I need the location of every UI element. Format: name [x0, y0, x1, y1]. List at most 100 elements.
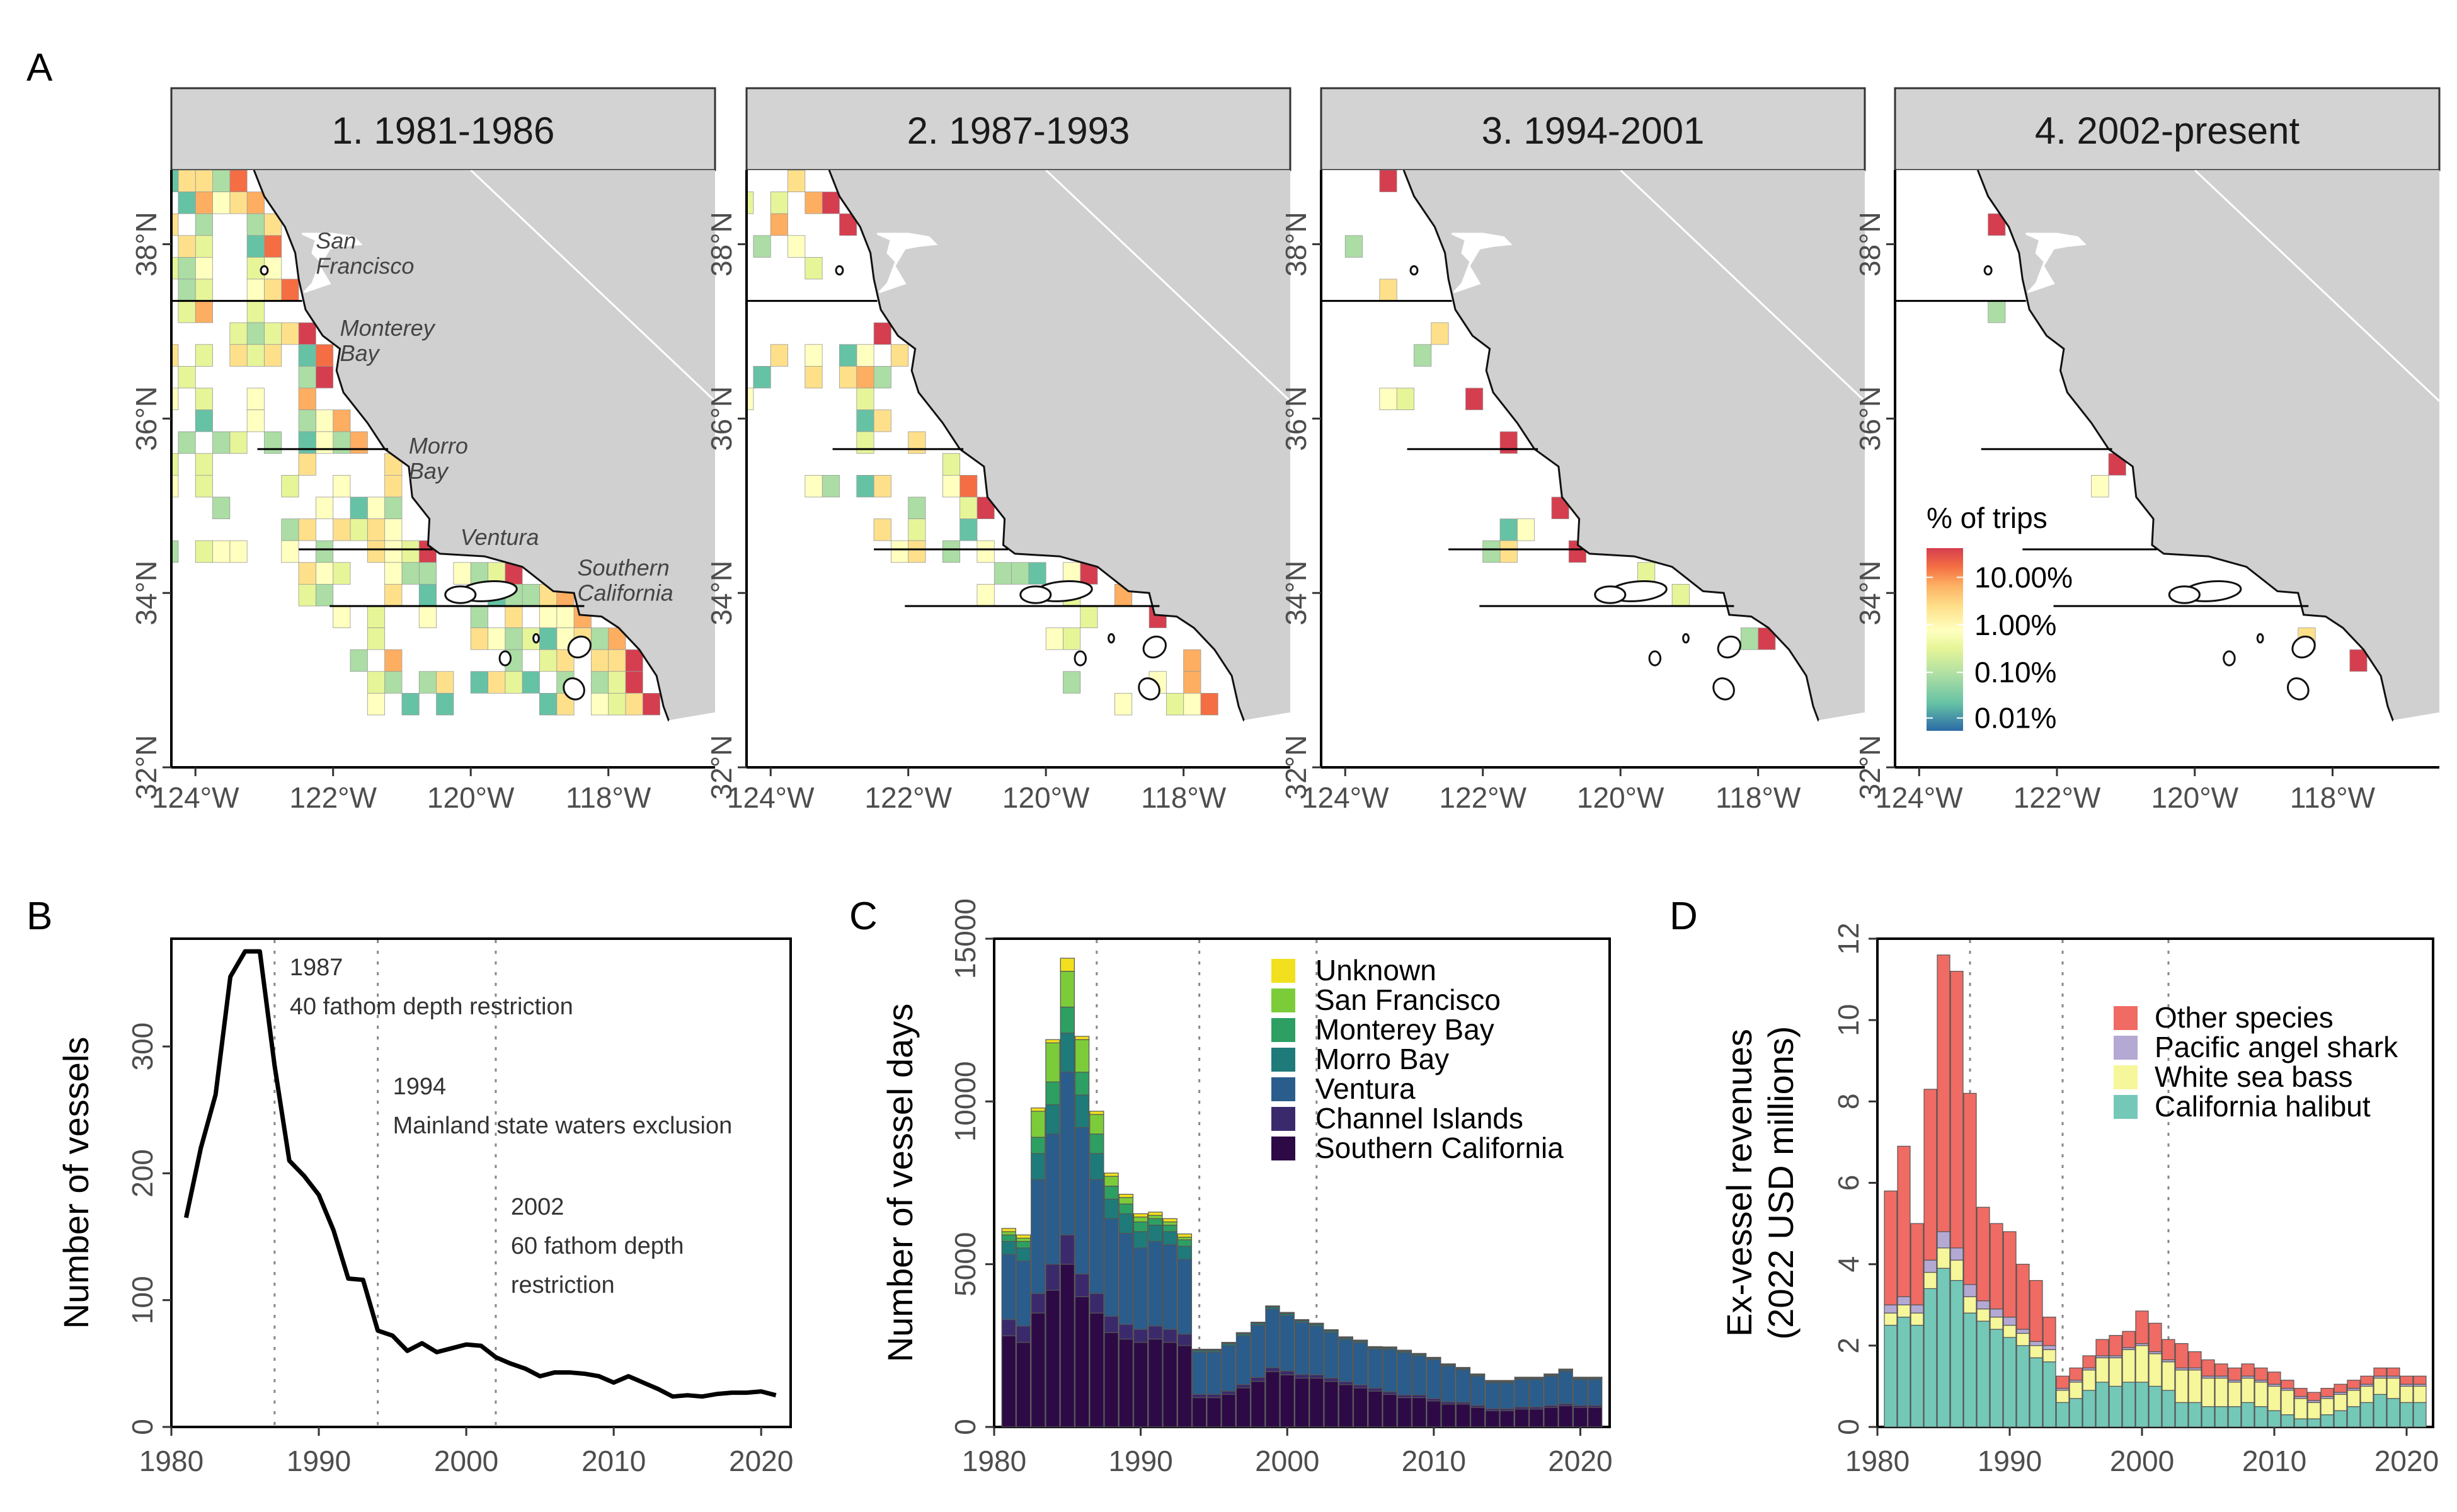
island	[260, 265, 269, 276]
bar-segment	[2003, 1324, 2017, 1338]
bar-segment	[1426, 1356, 1441, 1358]
bar-segment	[2162, 1390, 2175, 1428]
grid-cell	[753, 235, 771, 258]
x-tick-label: 2000	[1255, 1445, 1319, 1477]
x-tick-label: 1980	[139, 1445, 203, 1477]
bar-segment	[1177, 1345, 1193, 1428]
island	[563, 677, 585, 701]
x-tick-label: 118°W	[1141, 781, 1227, 814]
bar-segment	[1118, 1232, 1134, 1325]
x-tick-label: 118°W	[1715, 781, 1801, 814]
grid-cell	[2349, 649, 2368, 672]
grid-cell	[212, 192, 231, 214]
bar-segment	[2360, 1375, 2374, 1385]
bar-segment	[1910, 1312, 1924, 1326]
island	[2168, 585, 2201, 604]
bar-segment	[2122, 1382, 2136, 1428]
legend-label: 10.00%	[1974, 561, 2073, 593]
grid-cell	[770, 344, 788, 367]
legend-label: White sea bass	[2155, 1060, 2352, 1093]
land	[1404, 170, 1865, 721]
bar-segment	[1309, 1374, 1324, 1379]
bar-segment	[1162, 1329, 1177, 1343]
grid-cell	[178, 256, 196, 280]
grid-cell	[333, 474, 351, 498]
panel-label-d: D	[1670, 895, 1698, 938]
legend-label: California halibut	[2155, 1090, 2371, 1123]
bar-segment	[1251, 1381, 1266, 1428]
bar-segment	[1001, 1254, 1016, 1320]
grid-cell	[212, 540, 231, 563]
bar-segment	[2334, 1410, 2347, 1428]
legend-label: Morro Bay	[1315, 1043, 1449, 1075]
bar-segment	[2267, 1385, 2281, 1411]
bar-segment	[1353, 1339, 1368, 1341]
vessels-line-chart: 1980 1990 2000 2010 2020 0 100 200 300 Number of …	[56, 937, 793, 1477]
bar-segment	[1162, 1342, 1177, 1428]
y-tick-label: 4	[1832, 1256, 1865, 1273]
bar-segment	[2347, 1406, 2361, 1428]
legend-label: Monterey Bay	[1315, 1013, 1494, 1046]
bar-segment	[1089, 1114, 1104, 1135]
x-tick-label: 2010	[2242, 1445, 2306, 1477]
grid-cell	[92, 323, 109, 345]
bar-segment	[1074, 1296, 1090, 1428]
grid-cell	[436, 671, 454, 694]
bar-segment	[1529, 1378, 1544, 1408]
y-tick-label: 300	[126, 1022, 159, 1071]
bar-segment	[1514, 1378, 1530, 1408]
bar-segment	[2095, 1357, 2109, 1383]
bar-segment	[2042, 1317, 2056, 1346]
bar-segment	[1963, 1312, 1977, 1428]
bar-segment	[1089, 1312, 1104, 1428]
bar-segment	[2056, 1402, 2070, 1428]
bar-segment	[1031, 1111, 1046, 1138]
grid-cell	[195, 278, 213, 301]
bar-segment	[2148, 1385, 2162, 1428]
bar-segment	[1016, 1240, 1031, 1249]
grid-cell	[178, 235, 196, 258]
grid-cell	[959, 496, 978, 519]
grid-cell	[316, 344, 334, 367]
bar-segment	[1148, 1338, 1163, 1428]
bar-segment	[1950, 1280, 1964, 1428]
grid-cell	[384, 496, 403, 519]
bar-segment	[2042, 1349, 2056, 1363]
bar-segment	[1382, 1391, 1397, 1395]
bar-segment	[2214, 1377, 2228, 1407]
bar-segment	[2175, 1369, 2189, 1403]
bar-segment	[1499, 1380, 1515, 1382]
x-tick-label: 122°W	[864, 781, 952, 814]
bar-segment	[1910, 1223, 1924, 1305]
bar-segment	[1089, 1111, 1104, 1115]
grid-cell	[1200, 692, 1218, 716]
grid-cell	[316, 496, 334, 519]
facet-strip	[1320, 87, 1866, 171]
bar-segment	[1572, 1378, 1588, 1406]
bar-segment	[2347, 1390, 2361, 1407]
grid-cell	[40, 192, 57, 214]
bar-segment	[2029, 1345, 2043, 1358]
bar-segment	[1001, 1240, 1016, 1255]
bar-segment	[1074, 1094, 1090, 1128]
bar-segment	[2056, 1390, 2070, 1403]
grid-cell	[367, 496, 386, 519]
region-label: Bay	[409, 458, 449, 484]
bar-segment	[2347, 1380, 2361, 1389]
bar-segment	[2082, 1355, 2096, 1368]
bar-segment	[2254, 1406, 2268, 1428]
grid-cell	[264, 278, 282, 301]
x-tick-label: 2020	[1548, 1445, 1612, 1477]
bar-segment	[1251, 1325, 1266, 1378]
bar-segment	[1192, 1348, 1207, 1350]
bar-segment	[2109, 1335, 2122, 1356]
annotation-text: 1994	[393, 1074, 447, 1100]
annotation-text: restriction	[511, 1272, 615, 1298]
border-line	[668, 712, 715, 723]
bar-segment	[1148, 1215, 1163, 1219]
grid-cell	[873, 518, 891, 541]
bar-segment	[2122, 1331, 2136, 1348]
bar-segment	[1016, 1237, 1031, 1242]
bar-segment	[2281, 1414, 2294, 1428]
y-axis-title: (2022 USD millions)	[1761, 1026, 1801, 1340]
